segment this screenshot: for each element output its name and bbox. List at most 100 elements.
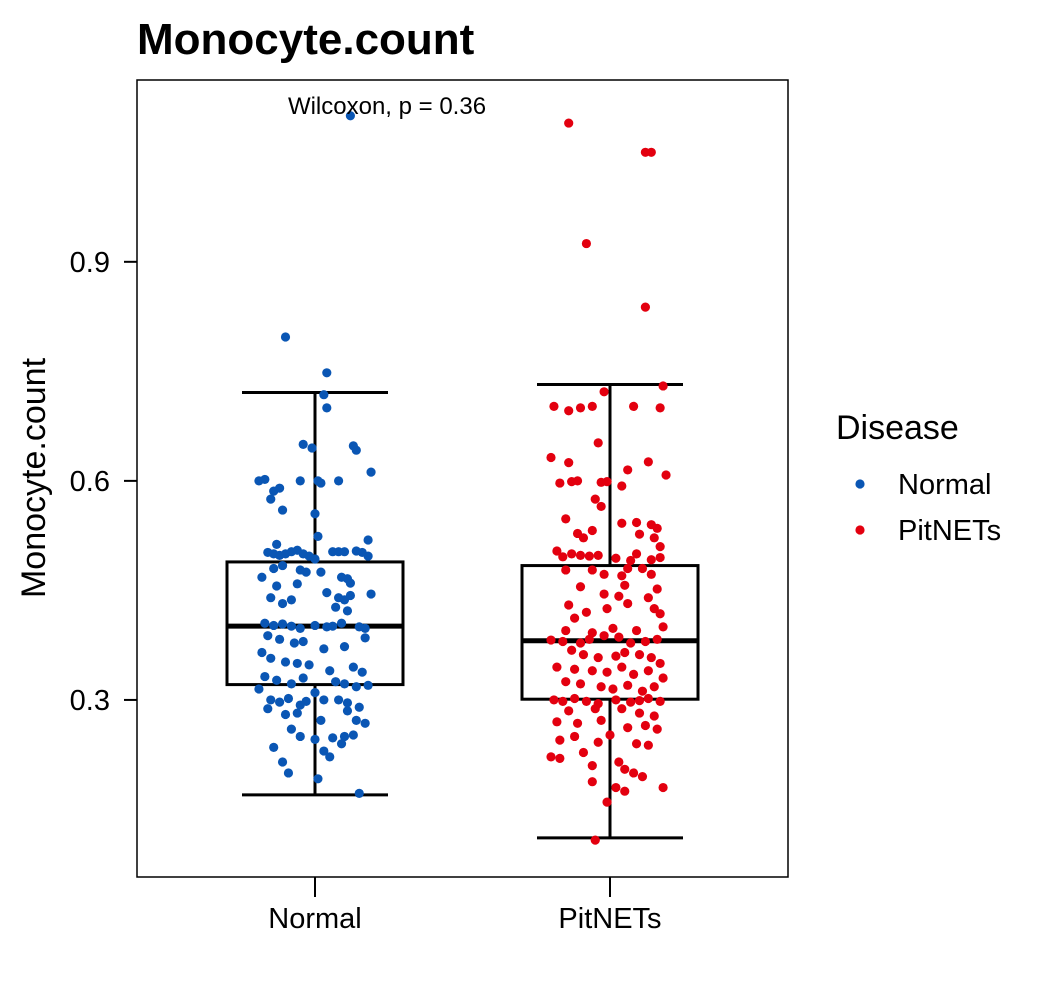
data-point — [289, 638, 299, 648]
legend-label-pitnets: PitNETs — [898, 515, 1001, 547]
data-point — [587, 666, 597, 676]
data-point — [599, 631, 609, 641]
data-point — [345, 111, 355, 121]
data-point — [611, 695, 621, 705]
legend-label-normal: Normal — [898, 469, 991, 501]
data-point — [345, 590, 355, 601]
data-point — [643, 740, 653, 750]
data-point — [634, 650, 645, 660]
data-point — [257, 647, 267, 658]
data-point — [564, 706, 574, 716]
data-point — [620, 786, 630, 796]
data-point — [646, 569, 656, 579]
data-point — [564, 406, 574, 416]
data-point — [655, 403, 665, 413]
data-point — [655, 658, 665, 669]
data-point — [546, 752, 556, 762]
data-point — [564, 600, 574, 610]
data-point — [599, 569, 609, 579]
y-tick-label: 0.6 — [70, 466, 110, 498]
data-point — [578, 533, 589, 543]
data-point — [316, 478, 326, 488]
data-point — [266, 494, 276, 504]
data-point — [298, 673, 308, 683]
data-point — [339, 679, 350, 689]
data-point — [360, 718, 370, 728]
data-point — [629, 401, 639, 411]
data-point — [339, 731, 350, 742]
data-point — [640, 720, 651, 731]
data-point — [584, 634, 594, 644]
data-point — [325, 752, 335, 762]
data-point — [593, 652, 603, 663]
data-point — [298, 439, 308, 449]
data-point — [348, 730, 358, 740]
data-point — [640, 302, 651, 312]
data-point — [652, 724, 662, 734]
data-point — [608, 684, 618, 694]
wilcoxon-annotation: Wilcoxon, p = 0.36 — [288, 93, 486, 120]
chart-title: Monocyte.count — [137, 15, 475, 64]
data-point — [360, 633, 370, 643]
data-point — [269, 563, 279, 574]
points-layer — [254, 111, 671, 845]
data-point — [558, 696, 568, 706]
data-point — [363, 535, 373, 545]
data-point — [655, 541, 665, 552]
data-point — [655, 696, 665, 706]
legend-title: Disease — [836, 409, 959, 447]
data-point — [269, 620, 279, 631]
data-point — [266, 653, 276, 663]
data-point — [575, 679, 586, 689]
data-point — [558, 636, 568, 647]
points-pitnets — [546, 118, 671, 845]
data-point — [596, 715, 606, 725]
data-point — [643, 693, 653, 704]
data-point — [587, 761, 597, 771]
data-point — [643, 457, 653, 467]
y-axis: 0.3 0.6 0.9 — [70, 247, 137, 717]
data-point — [584, 551, 594, 561]
data-point — [631, 739, 642, 749]
data-point — [277, 598, 288, 609]
data-point — [655, 552, 665, 563]
data-point — [658, 622, 668, 632]
data-point — [587, 401, 597, 411]
x-axis: Normal PitNETs — [268, 877, 662, 935]
data-point — [581, 238, 592, 249]
legend-key-normal — [855, 479, 865, 489]
data-point — [277, 619, 288, 629]
data-point — [661, 470, 671, 480]
data-point — [614, 591, 624, 601]
data-point — [269, 742, 279, 752]
data-point — [575, 550, 586, 560]
data-point — [631, 625, 642, 636]
data-point — [275, 697, 285, 707]
data-point — [593, 550, 603, 560]
data-point — [272, 675, 282, 685]
data-point — [260, 671, 270, 682]
data-point — [272, 539, 282, 549]
data-point — [280, 332, 291, 342]
data-point — [286, 595, 296, 605]
data-point — [614, 757, 624, 767]
data-point — [342, 574, 353, 584]
data-point — [331, 602, 341, 612]
y-tick-label: 0.3 — [70, 685, 110, 717]
data-point — [564, 458, 574, 468]
data-point — [336, 739, 347, 749]
data-point — [596, 501, 606, 512]
data-point — [310, 509, 320, 519]
data-point — [561, 625, 571, 636]
data-point — [263, 631, 273, 641]
data-point — [286, 621, 296, 631]
data-point — [366, 589, 376, 599]
data-point — [549, 401, 559, 411]
data-point — [581, 607, 592, 617]
data-point — [590, 494, 600, 504]
data-point — [572, 718, 583, 728]
data-point — [363, 680, 373, 690]
data-point — [328, 621, 338, 631]
data-point — [266, 593, 276, 603]
